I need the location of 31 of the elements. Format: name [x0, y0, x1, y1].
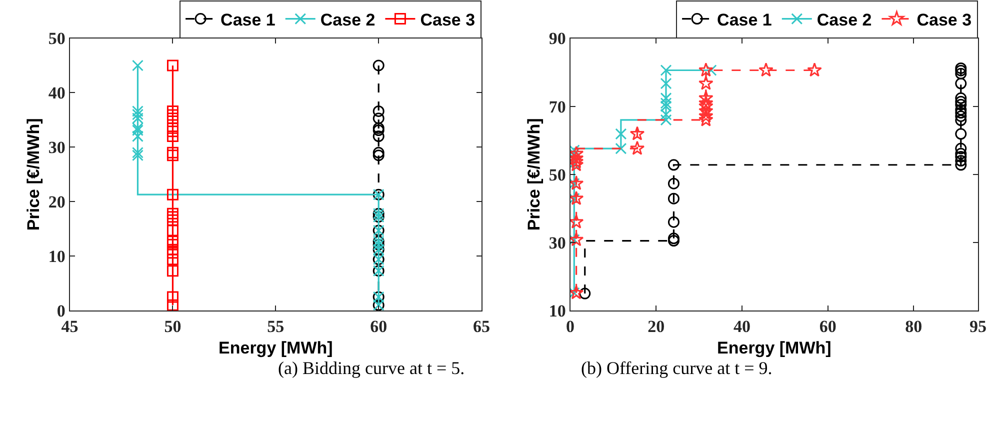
y-tick-label: 30 [48, 138, 66, 158]
x-axis-title: Energy [MWh] [717, 338, 832, 358]
y-tick-label: 10 [548, 302, 566, 321]
y-tick-label: 40 [48, 84, 66, 103]
y-tick-label: 50 [548, 165, 566, 184]
text: (b) Offering curve at t = 9. [581, 358, 772, 378]
x-tick-label: 40 [733, 316, 750, 336]
legend-label: Case 3 [420, 10, 476, 30]
legend-label: Case 3 [916, 10, 972, 30]
x-tick-label: 60 [370, 316, 388, 336]
y-axis-title: Price [€/MWh] [24, 118, 43, 231]
x-tick-label: 95 [970, 316, 987, 336]
legend-label: Case 2 [320, 10, 376, 30]
x-tick-label: 50 [164, 316, 182, 336]
legend-label: Case 1 [717, 10, 772, 30]
x-axis-title: Energy [MWh] [218, 338, 333, 358]
y-tick-label: 10 [48, 247, 66, 266]
legend-label: Case 2 [816, 10, 872, 30]
legend-label: Case 1 [220, 10, 276, 30]
x-tick-label: 20 [648, 316, 665, 336]
y-tick-label: 90 [548, 29, 566, 48]
x-tick-label: 55 [267, 316, 284, 336]
x-tick-label: 60 [819, 316, 836, 336]
x-tick-label: 65 [473, 316, 490, 336]
y-tick-label: 50 [48, 29, 66, 48]
y-tick-label: 30 [548, 233, 566, 252]
y-tick-label: 70 [548, 97, 566, 116]
text: (a) Bidding curve at t = 5. [278, 358, 465, 378]
x-tick-label: 80 [905, 316, 922, 336]
y-tick-label: 20 [48, 192, 66, 212]
y-axis-title: Price [€/MWh] [524, 118, 544, 231]
